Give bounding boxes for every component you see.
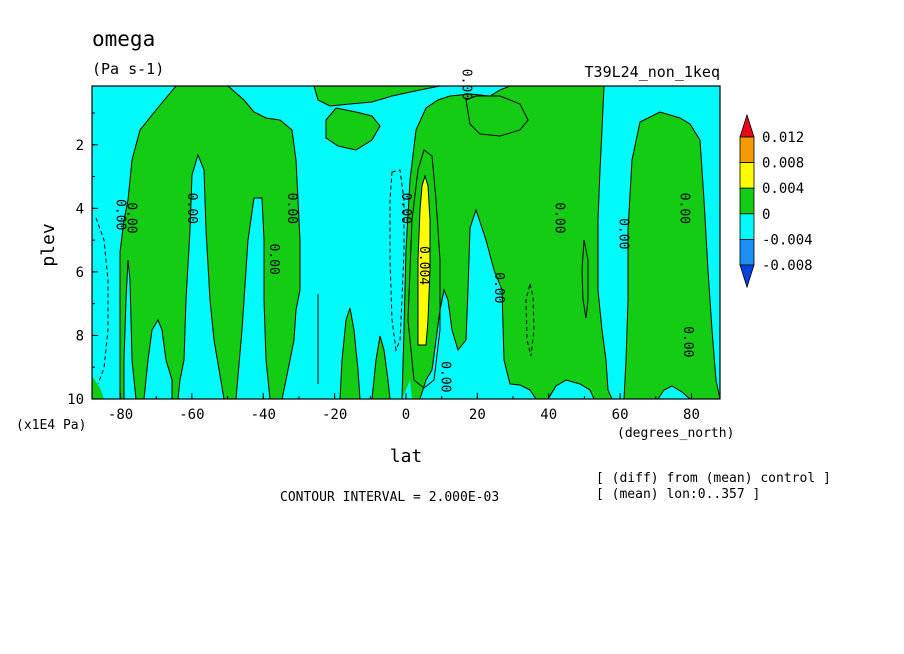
colorbar-level-label: -0.008	[762, 258, 813, 274]
chart-title: omega	[92, 27, 155, 51]
contour-label: 0.00	[459, 69, 474, 100]
colorbar-box	[739, 238, 755, 266]
positive-region-south-spike-b	[372, 336, 390, 399]
colorbar-top-arrow	[739, 113, 755, 138]
y-tick-label: 8	[76, 328, 84, 344]
contour-label-text: 0.00	[437, 361, 452, 392]
contour-label: 0.004	[416, 246, 431, 285]
contour-label: 0.00	[398, 193, 413, 224]
colorbar-box	[739, 136, 755, 164]
strong-ascent-core	[418, 176, 430, 345]
x-tick-label: -20	[322, 407, 347, 423]
contour-labels: 0.000.00 0.000.000.00 0.000.0040.000.000.0…	[113, 69, 695, 393]
colorbar-box	[739, 162, 755, 189]
positive-region-south-polar	[120, 86, 300, 399]
colorbar-level-label: 0.012	[762, 130, 804, 146]
contour-label-text: 0.00	[184, 193, 199, 224]
positive-region-far-south	[92, 376, 104, 399]
info-line-1: [ (diff) from (mean) control ]	[596, 471, 831, 486]
colorbar: 0.012 0.008 0.004 0 -0.004 -0.008	[739, 113, 813, 289]
x-tick-label: -80	[108, 407, 133, 423]
colorbar-box	[739, 213, 755, 240]
y-axis-label: plev	[38, 223, 59, 266]
y-tick-label: 4	[76, 201, 84, 217]
contour-label: 0.00	[437, 361, 452, 392]
contour-label: 0.00	[676, 193, 691, 224]
contour-label-text: 0.00	[398, 193, 413, 224]
x-axis-label: lat	[390, 446, 423, 467]
x-axis: -80 -60 -40 -20 0 20 40 60 80	[108, 393, 700, 423]
contour-interval: CONTOUR INTERVAL = 2.000E-03	[280, 490, 499, 505]
y-tick-label: 2	[76, 138, 84, 154]
colorbar-box	[739, 187, 755, 215]
contour-label-text: 0.00	[616, 218, 631, 249]
contour-label: 0.00	[266, 244, 281, 275]
x-tick-label: -40	[251, 407, 276, 423]
contour-label: 0.00	[284, 193, 299, 224]
info-line-2: [ (mean) lon:0..357 ]	[596, 487, 760, 502]
run-label: T39L24_non_1keq	[585, 63, 720, 81]
x-tick-label: 20	[469, 407, 486, 423]
y-tick-label: 10	[67, 392, 84, 408]
positive-region-equatorial-patch	[466, 96, 528, 136]
y-units: (x1E4 Pa)	[16, 418, 86, 433]
contour-label: 0.00	[123, 202, 138, 233]
colorbar-bottom-arrow	[739, 264, 755, 289]
contour-label-text: 0.00	[491, 272, 506, 303]
colorbar-level-label: 0.008	[762, 156, 804, 172]
contour-label: 0.00	[113, 199, 128, 230]
contour-label: 0.00	[616, 218, 631, 249]
contour-label-text: 0.00	[266, 244, 281, 275]
positive-region-north-column	[548, 86, 612, 399]
positive-region-north-polar	[624, 112, 720, 399]
contour-label: 0.00	[551, 202, 566, 233]
y-tick-label: 6	[76, 265, 84, 281]
contour-label: 0.00	[680, 326, 695, 357]
contour-label-text: 0.00	[113, 199, 128, 230]
contour-label-text: 0.00	[551, 202, 566, 233]
contour-label-text: 0.00	[284, 193, 299, 224]
positive-region-upper-lobe	[326, 108, 380, 150]
contour-label-text: 0.00	[680, 326, 695, 357]
contour-label: 0.00	[491, 272, 506, 303]
positive-region-upper-patch	[314, 86, 440, 106]
plot-area: 0.000.00 0.000.000.00 0.000.0040.000.000.0…	[91, 69, 721, 400]
x-tick-label: 0	[402, 407, 410, 423]
chart-units: (Pa s-1)	[92, 60, 164, 78]
contour-label-text: 0.004	[416, 246, 431, 285]
x-tick-label: 60	[612, 407, 629, 423]
colorbar-level-label: 0.004	[762, 181, 804, 197]
negative-contours	[95, 169, 535, 385]
x-tick-label: -60	[179, 407, 204, 423]
x-tick-label: 40	[540, 407, 557, 423]
contour-label-text: 0.00	[459, 69, 474, 100]
contour-label-text: 0.00	[676, 193, 691, 224]
x-tick-label: 80	[683, 407, 700, 423]
zero-contours	[119, 86, 720, 399]
colorbar-level-label: -0.004	[762, 232, 813, 248]
colorbar-level-label: 0	[762, 207, 770, 223]
x-units: (degrees_north)	[617, 426, 734, 441]
y-axis: 2 4 6 8 10	[67, 112, 98, 408]
contour-label: 0.00	[184, 193, 199, 224]
contour-label-text: 0.00	[123, 202, 138, 233]
